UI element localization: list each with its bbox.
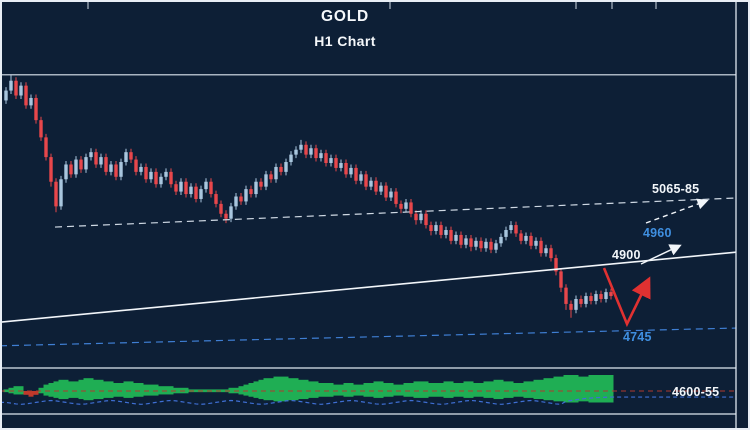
target-arrow-5065-icon <box>645 198 709 224</box>
candles-layer <box>4 75 613 318</box>
label-level-4900: 4900 <box>612 248 641 262</box>
label-support-zone-4600-55: 4600-55 <box>672 385 720 399</box>
label-support-4745: 4745 <box>623 330 652 344</box>
projection-arrow-red-icon <box>602 267 651 328</box>
retest-arrow-4900-icon <box>640 244 682 265</box>
chart-title-block: GOLD H1 Chart <box>0 8 690 49</box>
chart-title: GOLD <box>321 8 369 25</box>
indicator-layer <box>0 375 736 405</box>
label-resistance-zone-5065-85: 5065-85 <box>652 182 700 196</box>
chart-timeframe-subtitle: H1 Chart <box>314 33 376 49</box>
label-target-4960: 4960 <box>643 226 672 240</box>
